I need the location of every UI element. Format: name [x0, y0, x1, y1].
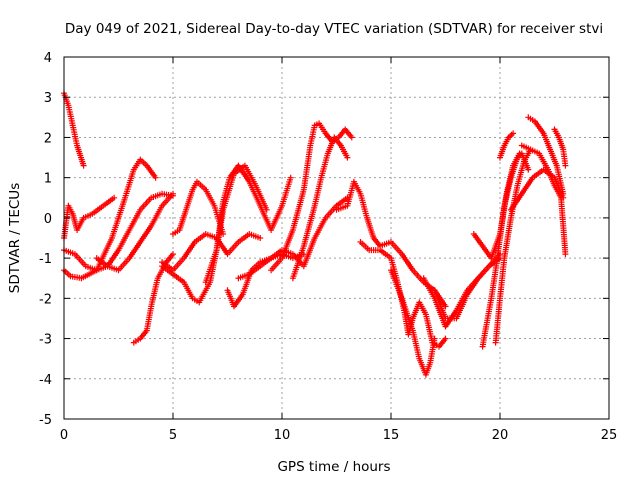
data-point-markers [388, 267, 438, 378]
series-track-4 [61, 190, 176, 274]
data-point-markers [93, 190, 176, 274]
data-points [61, 90, 569, 378]
chart-title: Day 049 of 2021, Sidereal Day-to-day VTE… [65, 21, 603, 37]
data-point-markers [551, 126, 569, 169]
x-tick-label: 0 [60, 428, 68, 443]
series-track-14 [289, 134, 351, 282]
y-tick-label: -1 [39, 252, 52, 267]
x-tick-label: 5 [169, 428, 177, 443]
x-tick-label: 25 [601, 428, 618, 443]
data-point-markers [202, 162, 294, 286]
data-point-markers [507, 166, 567, 213]
y-tick-label: -5 [39, 413, 52, 428]
x-tick-label: 10 [274, 428, 291, 443]
data-point-markers [130, 251, 176, 346]
y-tick-label: -4 [39, 373, 52, 388]
data-point-markers [289, 134, 351, 282]
data-point-markers [61, 190, 176, 274]
axis-ticks: 0 5 10 15 20 25 -5 -4 -3 -2 -1 0 1 2 3 4 [39, 51, 617, 443]
series-track-19 [431, 255, 503, 322]
data-point-markers [525, 114, 567, 197]
series-track-1 [61, 90, 87, 169]
data-point-markers [268, 120, 355, 274]
data-point-markers [497, 130, 517, 161]
y-tick-label: -2 [39, 292, 52, 307]
series-track-10 [202, 162, 294, 286]
series-track-26 [551, 126, 569, 169]
y-tick-label: 0 [44, 212, 52, 227]
y-tick-label: 2 [44, 131, 52, 146]
series-track-23 [497, 130, 517, 161]
series-track-5 [93, 190, 176, 274]
data-point-markers [333, 178, 449, 310]
series-track-22 [492, 146, 534, 346]
data-point-markers [479, 150, 532, 350]
series-track-25 [525, 114, 567, 197]
x-tick-label: 15 [383, 428, 400, 443]
data-point-markers [61, 90, 87, 169]
plot-frame [63, 56, 610, 420]
grid-lines [64, 57, 609, 419]
series-track-17 [388, 267, 438, 378]
series-track-15 [333, 178, 449, 310]
series-track-13 [268, 120, 355, 274]
y-axis-label: SDTVAR / TECUs [7, 183, 23, 293]
y-tick-label: 4 [44, 51, 52, 66]
y-tick-label: 1 [44, 172, 52, 187]
x-axis-label: GPS time / hours [277, 459, 390, 475]
series-track-6 [130, 251, 176, 346]
x-tick-label: 20 [492, 428, 509, 443]
series-track-27 [507, 166, 567, 213]
y-tick-label: -3 [39, 333, 52, 348]
y-tick-label: 3 [44, 91, 52, 106]
data-point-markers [492, 146, 534, 346]
series-track-21 [479, 150, 532, 350]
data-point-markers [431, 255, 503, 322]
